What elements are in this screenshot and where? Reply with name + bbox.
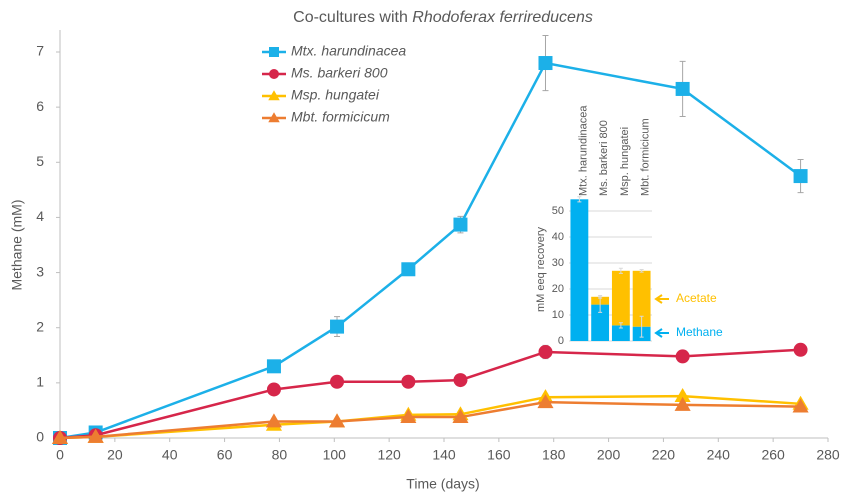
y-tick-label: 50 [552,205,564,217]
marker [401,262,416,277]
marker [675,81,690,96]
annotation: Methane [676,325,723,339]
annotation: Acetate [676,291,717,305]
marker [266,359,281,374]
y-tick-label: 7 [36,43,44,59]
x-tick-label: 80 [272,447,288,463]
x-tick-label: 200 [597,447,621,463]
error-bar [618,322,623,329]
marker [675,349,690,364]
marker [269,69,279,79]
y-tick-label: 1 [36,374,44,390]
y-tick-label: 40 [552,231,564,243]
x-tick-label: 20 [107,447,123,463]
legend-label: Mtx. harundinacea [291,43,406,59]
y-tick-label: 30 [552,257,564,269]
marker [453,217,468,232]
y-tick-label: 10 [552,309,564,321]
x-tick-label: Msp. hungatei [619,127,631,196]
legend-label: Msp. hungatei [291,87,380,103]
marker [793,169,808,184]
x-tick-label: 140 [432,447,456,463]
x-tick-label: 120 [377,447,401,463]
marker [269,47,279,57]
y-tick-label: 0 [558,335,564,347]
marker [674,388,691,403]
bar [611,325,630,341]
x-tick-label: 100 [323,447,347,463]
y-tick-label: 5 [36,153,44,169]
marker [453,373,468,388]
error-bar [639,269,644,273]
x-tick-label: 60 [217,447,233,463]
x-tick-label: 160 [487,447,511,463]
y-tick-label: 2 [36,318,44,334]
legend-label: Mbt. formicicum [291,109,390,125]
x-tick-label: 260 [761,447,785,463]
x-tick-label: 40 [162,447,178,463]
marker [401,374,416,389]
marker [330,319,345,334]
chart-title: Co-cultures with Rhodoferax ferrireducen… [293,9,593,26]
series-line [59,348,801,440]
marker [538,344,553,359]
marker [268,90,280,101]
x-tick-label: Ms. barkeri 800 [598,120,610,196]
bar [632,270,651,327]
marker [51,429,69,444]
error-bar [639,315,644,338]
marker [793,342,808,357]
marker [265,413,282,428]
x-axis-title: Time (days) [406,476,479,492]
marker [452,408,469,423]
legend-label: Ms. barkeri 800 [291,65,388,81]
y-tick-label: 20 [552,283,564,295]
x-tick-label: 180 [542,447,566,463]
marker [400,408,417,423]
annotation-arrow [654,294,669,304]
y-tick-label: 6 [36,98,44,114]
x-tick-label: Mbt. formicicum [640,118,652,196]
x-tick-label: 240 [707,447,731,463]
marker [328,413,346,428]
error-bar [577,196,582,203]
y-tick-label: 4 [36,208,44,224]
marker [266,382,281,397]
marker [537,394,554,409]
marker [674,396,691,411]
y-tick-label: 3 [36,263,44,279]
x-tick-label: 0 [56,447,64,463]
marker [87,428,104,443]
x-tick-label: Mtx. harundinacea [577,105,589,196]
y-axis-title: Methane (mM) [9,199,25,290]
marker [792,398,809,413]
y-tick-label: 0 [36,429,44,445]
annotation-arrow [654,328,669,338]
x-tick-label: 280 [816,447,840,463]
error-bar [598,295,603,299]
y-axis-title: mM eeq recovery [535,227,547,312]
marker [268,112,280,123]
x-tick-label: 220 [652,447,676,463]
bar [591,304,610,341]
bar [611,270,630,326]
error-bar [618,267,623,274]
marker [330,374,345,389]
bar [570,199,589,341]
marker [538,56,553,71]
